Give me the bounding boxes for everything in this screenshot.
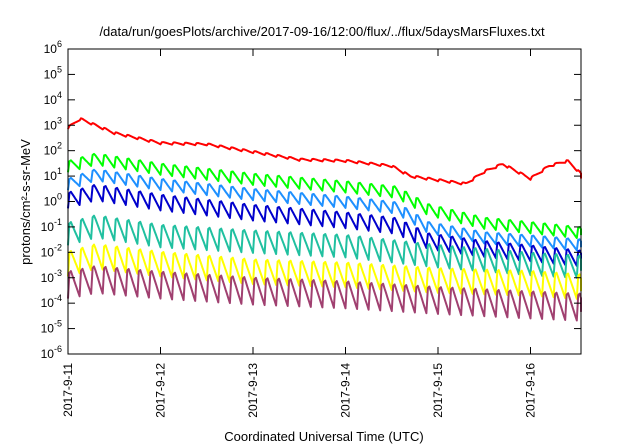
y-tick-label: 103	[44, 115, 62, 132]
series-line-5	[67, 214, 582, 279]
series-line-2	[67, 152, 582, 239]
x-tick-label: 2017-9-14	[339, 363, 353, 418]
series-layer	[67, 117, 582, 322]
y-tick-label: 106	[44, 39, 62, 56]
x-tick-label: 2017-9-13	[246, 363, 260, 418]
x-tick-label: 2017-9-15	[431, 363, 445, 418]
y-axis-label: protons/cm²-s-sr-MeV	[18, 139, 33, 265]
y-tick-label: 10-1	[41, 217, 62, 234]
y-tick-label: 100	[44, 192, 62, 209]
y-tick-label: 10-6	[41, 344, 62, 361]
x-tick-label: 2017-9-16	[524, 363, 538, 418]
x-tick-label: 2017-9-11	[61, 363, 75, 417]
y-tick-label: 101	[44, 166, 62, 183]
x-tick-label: 2017-9-12	[154, 363, 168, 418]
series-line-6	[67, 243, 582, 300]
x-axis-ticks: 2017-9-11 2017-9-12 2017-9-13 2017-9-14 2017…	[61, 49, 538, 418]
y-tick-label: 104	[44, 90, 62, 107]
y-tick-label: 10-4	[41, 293, 62, 310]
y-tick-label: 105	[44, 64, 62, 81]
x-axis-label: Coordinated Universal Time (UTC)	[224, 429, 423, 444]
series-line-1	[67, 117, 582, 186]
series-line-7	[67, 265, 582, 322]
y-tick-label: 102	[44, 141, 62, 158]
y-tick-label: 10-5	[41, 319, 62, 336]
y-tick-label: 10-3	[41, 268, 62, 285]
y-tick-label: 10-2	[41, 242, 62, 259]
series-line-4	[67, 184, 582, 267]
series-line-3	[67, 168, 582, 252]
y-axis-ticks: 10-6 10-5 10-4 10-3 10-2 10-1 100 101 102 103 104 1…	[41, 39, 581, 361]
chart-title: /data/run/goesPlots/archive/2017-09-16/1…	[99, 24, 545, 39]
